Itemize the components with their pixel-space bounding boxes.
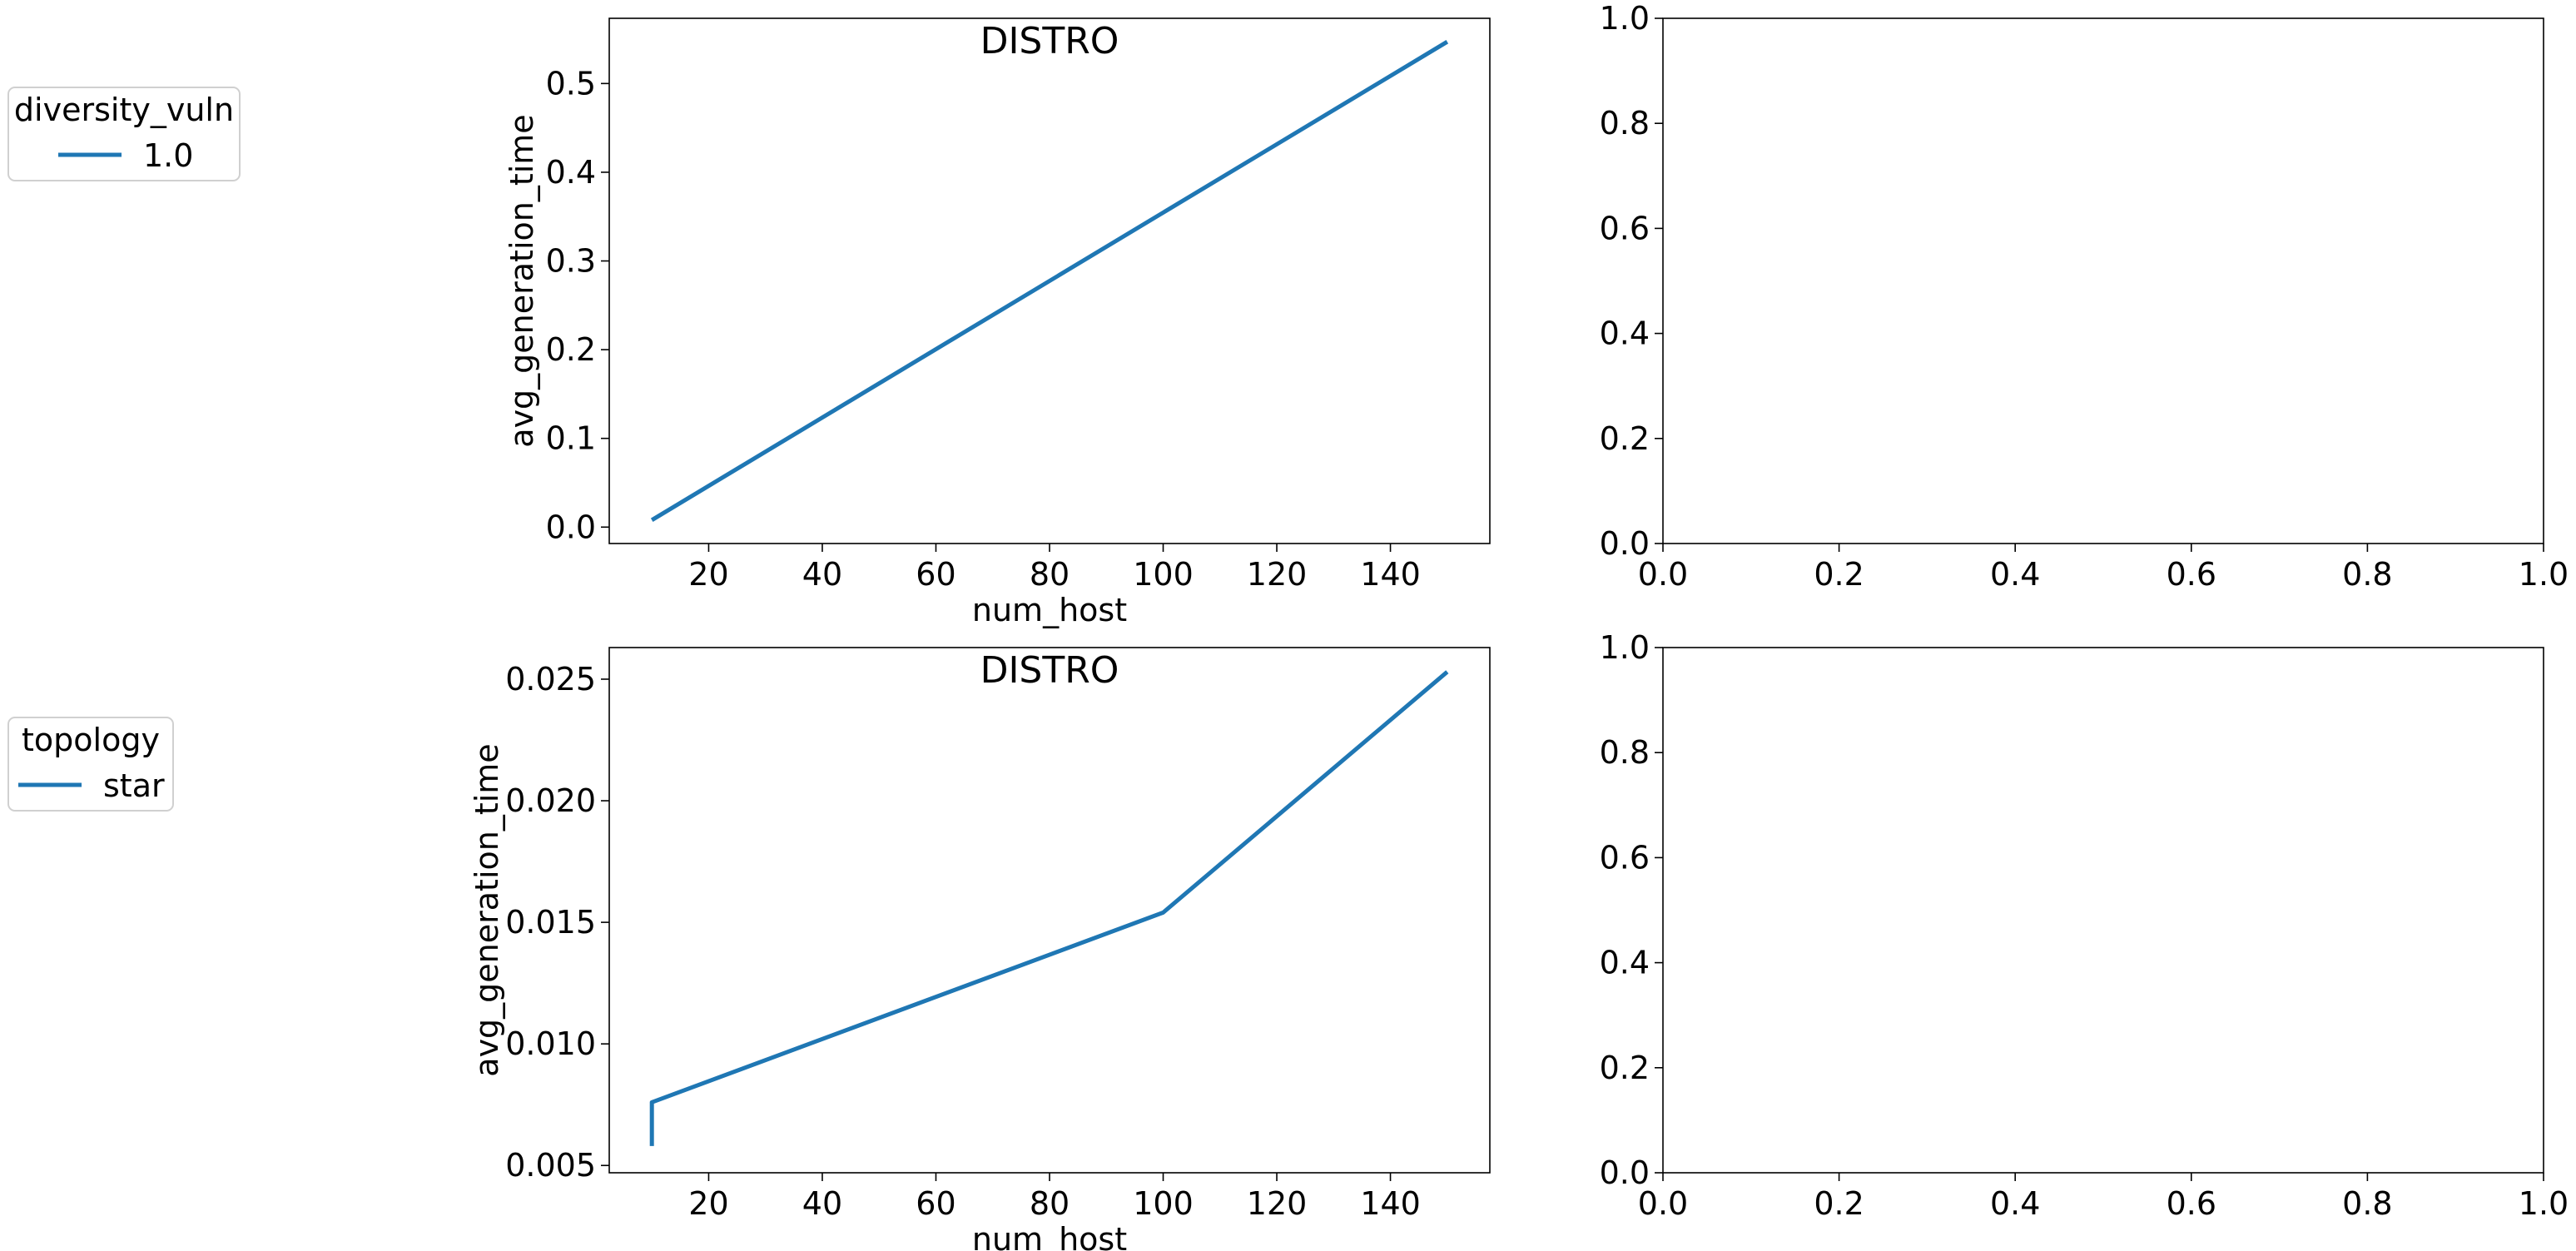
x-tick-label: 20: [688, 1185, 728, 1222]
x-tick-label: 100: [1133, 556, 1194, 593]
subplot-bottom-left: 20 40 60 80 100 120 140 0.005 0.010 0.015 0.020 0.0…: [469, 647, 1491, 1251]
y-tick-label: 0.025: [505, 661, 596, 697]
x-tick-label: 0.6: [2167, 1185, 2216, 1222]
y-tick-label: 0.1: [546, 420, 596, 457]
y-tick-label: 0.0: [1600, 1154, 1650, 1191]
y-tick-label: 0.2: [1600, 420, 1650, 457]
x-tick-label: 80: [1030, 1185, 1070, 1222]
legend-topology: topology star: [7, 717, 174, 812]
chart-title: DISTRO: [980, 649, 1119, 692]
axes-frame: [1662, 647, 2544, 1174]
y-tick-label: 0.010: [505, 1025, 596, 1062]
subplot-top-right: 0.0 0.2 0.4 0.6 0.8 1.0 0.0 0.2 0.4 0.6 0.8 1.0: [1600, 0, 2569, 593]
y-tick-label: 0.0: [546, 509, 596, 545]
x-tick-label: 0.2: [1814, 1185, 1864, 1222]
y-tick-label: 0.6: [1600, 210, 1650, 246]
y-tick-label: 0.4: [546, 154, 596, 191]
x-tick-label: 0.0: [1638, 1185, 1688, 1222]
legend-entry-label: 1.0: [143, 137, 193, 174]
y-tick-label: 0.8: [1600, 105, 1650, 141]
y-tick-label: 0.0: [1600, 525, 1650, 562]
x-tick-label: 0.4: [1990, 1185, 2040, 1222]
y-tick-label: 0.2: [1600, 1050, 1650, 1086]
y-tick-label: 0.005: [505, 1147, 596, 1184]
x-tick-label: 120: [1247, 1185, 1308, 1222]
x-tick-label: 60: [916, 556, 955, 593]
x-tick-label: 0.4: [1990, 556, 2040, 593]
axes-frame: [1662, 17, 2544, 544]
x-tick-label: 140: [1360, 556, 1421, 593]
x-tick-label: 60: [916, 1185, 955, 1222]
subplot-top-left: 20 40 60 80 100 120 140 0.0 0.1 0.2 0.3 0.4 0.5 DISTR…: [504, 17, 1491, 628]
y-tick-label: 0.015: [505, 904, 596, 941]
series-line-0: [649, 670, 1449, 1146]
x-tick-label: 40: [802, 556, 842, 593]
legend-title: diversity_vuln: [14, 92, 234, 128]
legend-entry-label: star: [103, 767, 165, 804]
y-tick-label: 1.0: [1600, 629, 1650, 666]
x-tick-label: 80: [1030, 556, 1070, 593]
y-tick-label: 0.8: [1600, 734, 1650, 771]
x-tick-label: 1.0: [2519, 556, 2569, 593]
legend-diversity-vuln: diversity_vuln 1.0: [7, 87, 241, 181]
y-tick-label: 0.020: [505, 782, 596, 819]
y-tick-label: 0.3: [546, 243, 596, 280]
x-tick-label: 40: [802, 1185, 842, 1222]
x-tick-label: 120: [1247, 556, 1308, 593]
x-tick-label: 100: [1133, 1185, 1194, 1222]
y-tick-label: 0.5: [546, 65, 596, 102]
y-axis-label: avg_generation_time: [504, 114, 540, 447]
y-tick-label: 1.0: [1600, 0, 1650, 37]
y-tick-label: 0.4: [1600, 315, 1650, 352]
series-line-0: [650, 40, 1449, 522]
x-tick-label: 0.8: [2342, 1185, 2392, 1222]
x-tick-label: 0.0: [1638, 556, 1688, 593]
x-tick-label: 140: [1360, 1185, 1421, 1222]
legend-title: topology: [22, 722, 160, 758]
y-axis-label: avg_generation_time: [469, 743, 505, 1076]
x-axis-label: num_host: [972, 1221, 1127, 1251]
legend-box: [7, 717, 174, 812]
y-tick-label: 0.6: [1600, 839, 1650, 876]
y-tick-label: 0.2: [546, 331, 596, 368]
x-axis-label: num_host: [972, 592, 1127, 628]
axes-frame: [608, 647, 1491, 1174]
chart-title: DISTRO: [980, 20, 1119, 62]
x-tick-label: 20: [688, 556, 728, 593]
x-tick-label: 0.6: [2167, 556, 2216, 593]
x-tick-label: 0.2: [1814, 556, 1864, 593]
x-tick-label: 0.8: [2342, 556, 2392, 593]
legend-box: [7, 87, 241, 181]
y-tick-label: 0.4: [1600, 945, 1650, 981]
x-tick-label: 1.0: [2519, 1185, 2569, 1222]
subplot-bottom-right: 0.0 0.2 0.4 0.6 0.8 1.0 0.0 0.2 0.4 0.6 0.8 1.0: [1600, 629, 2569, 1222]
